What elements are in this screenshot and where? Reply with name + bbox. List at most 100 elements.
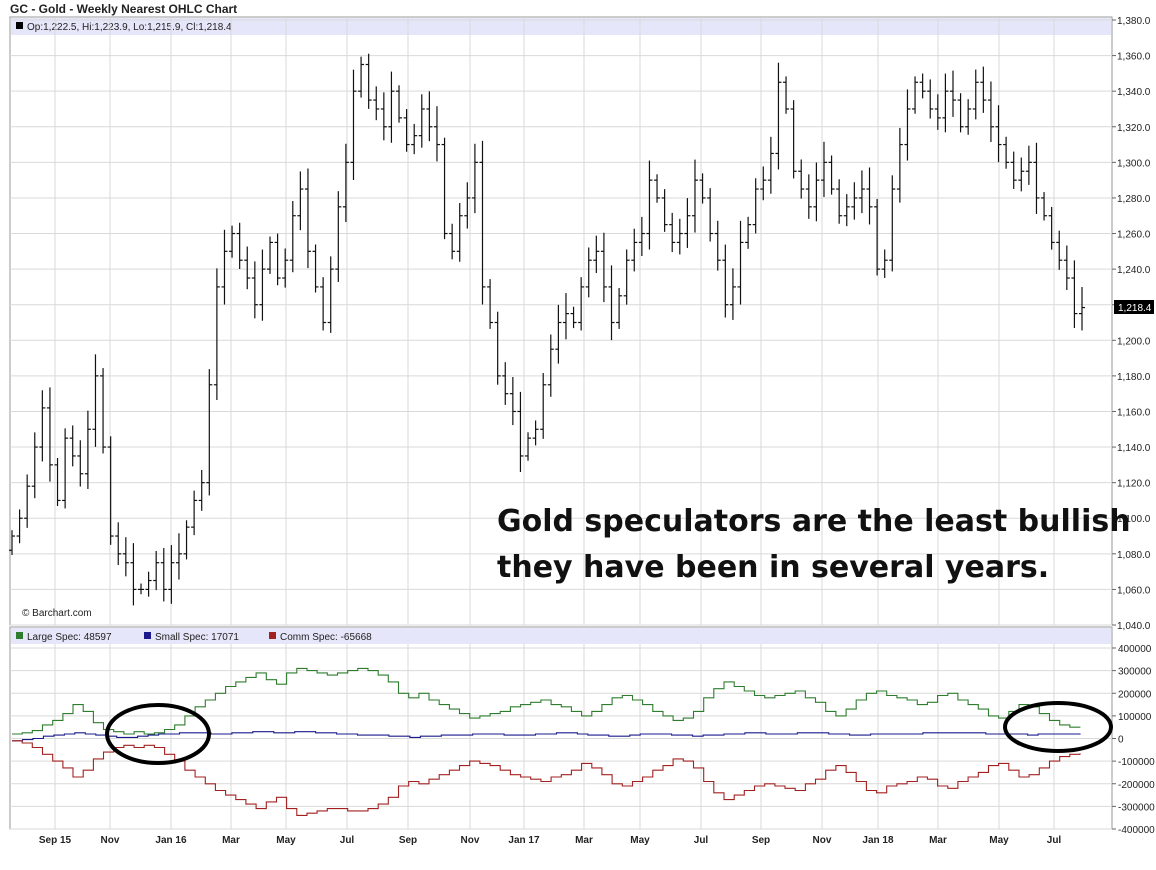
- price-tick-label: 1,160.0: [1117, 407, 1151, 418]
- ohlc-bar: [949, 70, 956, 117]
- ohlc-bar: [942, 73, 949, 133]
- ohlc-bar: [380, 92, 387, 141]
- x-tick-label: Sep: [752, 835, 770, 846]
- ohlc-bar: [411, 123, 418, 155]
- ohlc-bar: [608, 265, 615, 341]
- ohlc-bar: [896, 127, 903, 203]
- price-tick-label: 1,140.0: [1117, 443, 1151, 454]
- ohlc-bar: [1048, 206, 1055, 250]
- ohlc-bar: [676, 218, 683, 255]
- ohlc-bar: [24, 474, 31, 528]
- ohlc-bar: [509, 377, 516, 426]
- ohlc-bar: [244, 246, 251, 290]
- price-tick-label: 1,080.0: [1117, 550, 1151, 561]
- ohlc-bar: [1018, 157, 1025, 192]
- ohlc-bar: [153, 550, 160, 591]
- ohlc-bar: [46, 387, 53, 482]
- copyright-text: © Barchart.com: [22, 608, 92, 619]
- ohlc-bar: [1079, 287, 1085, 331]
- annotation-line-1: Gold speculators are the least bullish: [497, 504, 1131, 539]
- ohlc-bar: [798, 159, 805, 199]
- comm-spec-line: [12, 740, 1081, 816]
- ohlc-bar: [289, 201, 296, 273]
- cot-tick-label: -100000: [1118, 757, 1155, 768]
- ohlc-bar: [517, 391, 524, 472]
- ohlc-bar: [1003, 136, 1010, 169]
- ohlc-bar: [532, 420, 539, 446]
- ohlc-bar: [130, 543, 137, 606]
- ohlc-bar: [388, 71, 395, 143]
- cot-tick-label: 200000: [1118, 689, 1152, 700]
- x-tick-label: Mar: [222, 835, 240, 846]
- ohlc-bar: [593, 235, 600, 274]
- annotation-line-2: they have been in several years.: [497, 550, 1049, 585]
- ohlc-bar: [980, 66, 987, 113]
- ohlc-bar: [836, 179, 843, 224]
- ohlc-bar: [555, 304, 562, 364]
- ohlc-bar: [449, 223, 456, 260]
- ohlc-bar: [183, 520, 190, 560]
- ohlc-bar: [813, 162, 820, 222]
- ohlc-bar: [927, 79, 934, 119]
- ohlc-bar: [638, 216, 645, 257]
- ohlc-bar: [403, 109, 410, 152]
- ohlc-bar: [737, 220, 744, 305]
- ohlc-bar: [191, 490, 198, 536]
- x-tick-label: Nov: [101, 835, 120, 846]
- ohlc-bar: [1041, 192, 1048, 221]
- ohlc-bar: [684, 198, 691, 248]
- ohlc-bar: [494, 311, 501, 385]
- ohlc-bar: [267, 236, 274, 274]
- x-tick-label: Mar: [929, 835, 947, 846]
- ohlc-bar: [502, 362, 509, 405]
- ohlc-bar: [16, 509, 23, 544]
- highlight-circle-2018: [1003, 701, 1113, 753]
- ohlc-bar: [168, 545, 175, 604]
- price-tick-label: 1,120.0: [1117, 479, 1151, 490]
- ohlc-bar: [714, 220, 721, 271]
- price-tick-label: 1,200.0: [1117, 336, 1151, 347]
- cot-legend-band: [11, 628, 1111, 644]
- ohlc-bar: [661, 189, 668, 232]
- ohlc-bar: [570, 306, 577, 329]
- ohlc-bar: [699, 173, 706, 204]
- cot-tick-label: -200000: [1118, 780, 1155, 791]
- ohlc-bar: [69, 425, 76, 467]
- price-tick-label: 1,380.0: [1117, 16, 1151, 27]
- cot-tick-label: 100000: [1118, 712, 1152, 723]
- ohlc-bar: [373, 86, 380, 121]
- ohlc-bar: [107, 436, 114, 545]
- ohlc-bar: [9, 530, 15, 556]
- ohlc-bar: [312, 244, 319, 293]
- ohlc-bar: [471, 143, 478, 214]
- ohlc-bar: [464, 182, 471, 229]
- large-spec-legend: Large Spec: 48597: [27, 632, 112, 643]
- ohlc-bar: [972, 69, 979, 120]
- price-tick-label: 1,340.0: [1117, 87, 1151, 98]
- cot-tick-label: 300000: [1118, 667, 1152, 678]
- small-spec-swatch: [144, 632, 151, 639]
- x-tick-label: Mar: [575, 835, 593, 846]
- ohlc-bar: [206, 369, 213, 496]
- chart-title: GC - Gold - Weekly Nearest OHLC Chart: [10, 2, 237, 16]
- price-tick-label: 1,360.0: [1117, 52, 1151, 63]
- ohlc-bar: [562, 293, 569, 340]
- ohlc-bar: [320, 277, 327, 331]
- comm-spec-legend: Comm Spec: -65668: [280, 632, 372, 643]
- ohlc-bar: [274, 233, 281, 286]
- price-tick-label: 1,240.0: [1117, 265, 1151, 276]
- ohlc-bar: [92, 354, 99, 447]
- ohlc-bar: [213, 268, 220, 400]
- cot-tick-label: -400000: [1118, 825, 1155, 836]
- ohlc-bar: [965, 99, 972, 135]
- x-tick-label: Jul: [1047, 835, 1062, 846]
- ohlc-bar: [304, 168, 311, 269]
- x-tick-label: Jan 18: [862, 835, 894, 846]
- ohlc-bar: [934, 94, 941, 130]
- ohlc-bar: [616, 287, 623, 329]
- price-tick-label: 1,260.0: [1117, 230, 1151, 241]
- ohlc-bar: [691, 159, 698, 233]
- ohlc-bar: [175, 533, 182, 580]
- ohlc-bar: [745, 216, 752, 249]
